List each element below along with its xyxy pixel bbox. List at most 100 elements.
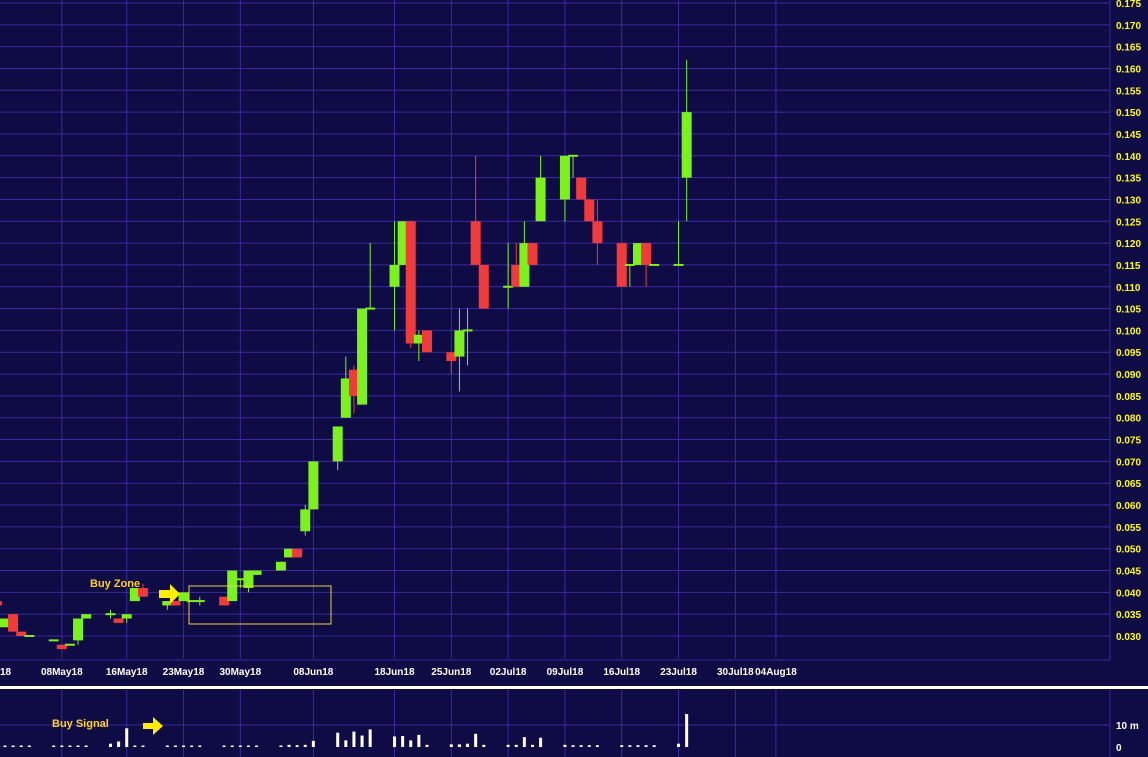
volume-bar <box>230 745 234 747</box>
volume-bar <box>11 745 15 747</box>
candle-body <box>186 600 197 603</box>
volume-bar <box>182 745 186 747</box>
candle-body <box>194 600 205 603</box>
candle-body <box>292 548 303 558</box>
volume-bar <box>368 729 372 747</box>
candle-body <box>8 614 19 632</box>
candle-body <box>300 509 311 532</box>
volume-bar <box>173 745 177 747</box>
candle-body <box>446 352 457 361</box>
volume-bar <box>595 745 599 747</box>
candle-body <box>81 614 92 619</box>
volume-bar <box>652 745 656 747</box>
candle-body <box>470 221 481 265</box>
candle <box>219 596 230 606</box>
right-arrow-icon <box>143 717 163 735</box>
candle-body <box>559 155 570 200</box>
volume-bar <box>255 745 259 747</box>
volume-bar <box>587 745 591 747</box>
candle-body <box>170 601 181 606</box>
volume-bar <box>198 745 202 747</box>
candle-body <box>413 334 424 344</box>
price-tick-label: 0.085 <box>1116 392 1141 403</box>
candle-body <box>308 461 319 510</box>
price-axis: 0.030 0.035 0.040 0.045 0.050 0.055 0.060 0.065… <box>1116 0 1141 643</box>
volume-bar <box>279 745 283 747</box>
volume-bar <box>165 745 169 747</box>
price-tick-label: 0.125 <box>1116 217 1141 228</box>
candle <box>332 426 343 471</box>
volume-bar <box>644 745 648 747</box>
candle <box>186 600 197 603</box>
candle <box>413 330 424 361</box>
candle <box>308 461 319 510</box>
candle <box>421 330 432 353</box>
price-tick-label: 0.160 <box>1116 64 1141 75</box>
candle <box>24 635 35 637</box>
price-tick-label: 0.070 <box>1116 457 1141 468</box>
candle <box>292 548 303 558</box>
volume-bar <box>393 736 397 747</box>
candle-body <box>649 263 660 266</box>
candle <box>16 631 27 636</box>
price-tick-label: 0.030 <box>1116 632 1141 643</box>
volume-bar <box>482 744 486 747</box>
candle <box>641 243 652 287</box>
volume-bar <box>530 744 534 747</box>
volume-series <box>3 714 689 747</box>
candle <box>470 155 481 265</box>
volume-bar <box>60 745 64 747</box>
volume-bar <box>344 740 348 747</box>
volume-bar <box>3 745 7 747</box>
price-tick-label: 0.045 <box>1116 567 1141 578</box>
price-tick-label: 0.140 <box>1116 152 1141 163</box>
candle-body <box>56 644 67 650</box>
candle-body <box>24 635 35 637</box>
candle <box>527 243 538 265</box>
candle <box>503 243 514 309</box>
candle <box>340 356 351 418</box>
candle <box>632 243 643 265</box>
volume-tick-label: 0 <box>1116 743 1122 754</box>
volume-bar <box>506 744 510 747</box>
candle-body <box>219 596 230 606</box>
price-tick-label: 0.170 <box>1116 21 1141 32</box>
candle-body <box>592 221 603 244</box>
price-tick-label: 0.165 <box>1116 43 1141 54</box>
price-tick-label: 0.035 <box>1116 610 1141 621</box>
candle <box>251 570 262 575</box>
volume-bar <box>27 745 31 747</box>
price-tick-label: 0.040 <box>1116 588 1141 599</box>
candle-body <box>0 601 2 606</box>
volume-bar <box>336 732 340 747</box>
candle <box>478 264 489 309</box>
date-tick-label: 18Jun18 <box>375 667 415 678</box>
date-tick-label: 16Jul18 <box>603 667 640 678</box>
date-tick-label: 16May18 <box>106 667 148 678</box>
candle <box>357 308 368 405</box>
volume-bar <box>311 740 315 747</box>
candle-body <box>641 243 652 265</box>
volume-bar <box>563 744 567 747</box>
candle <box>568 154 579 178</box>
candle <box>129 587 140 602</box>
volume-bar <box>409 740 413 747</box>
candle <box>284 548 295 558</box>
candle-body <box>478 264 489 309</box>
candle <box>673 221 684 266</box>
date-tick-label: 25Jun18 <box>431 667 471 678</box>
volume-bar <box>19 745 23 747</box>
candle <box>300 505 311 536</box>
candle-body <box>348 369 359 396</box>
price-tick-label: 0.150 <box>1116 108 1141 119</box>
price-tick-label: 0.115 <box>1116 261 1141 272</box>
candle-body <box>48 639 59 642</box>
price-gridlines <box>0 0 1111 661</box>
candle-body <box>113 618 124 623</box>
candle <box>178 592 189 602</box>
date-tick-label: 09Jul18 <box>547 667 584 678</box>
price-tick-label: 0.050 <box>1116 545 1141 556</box>
